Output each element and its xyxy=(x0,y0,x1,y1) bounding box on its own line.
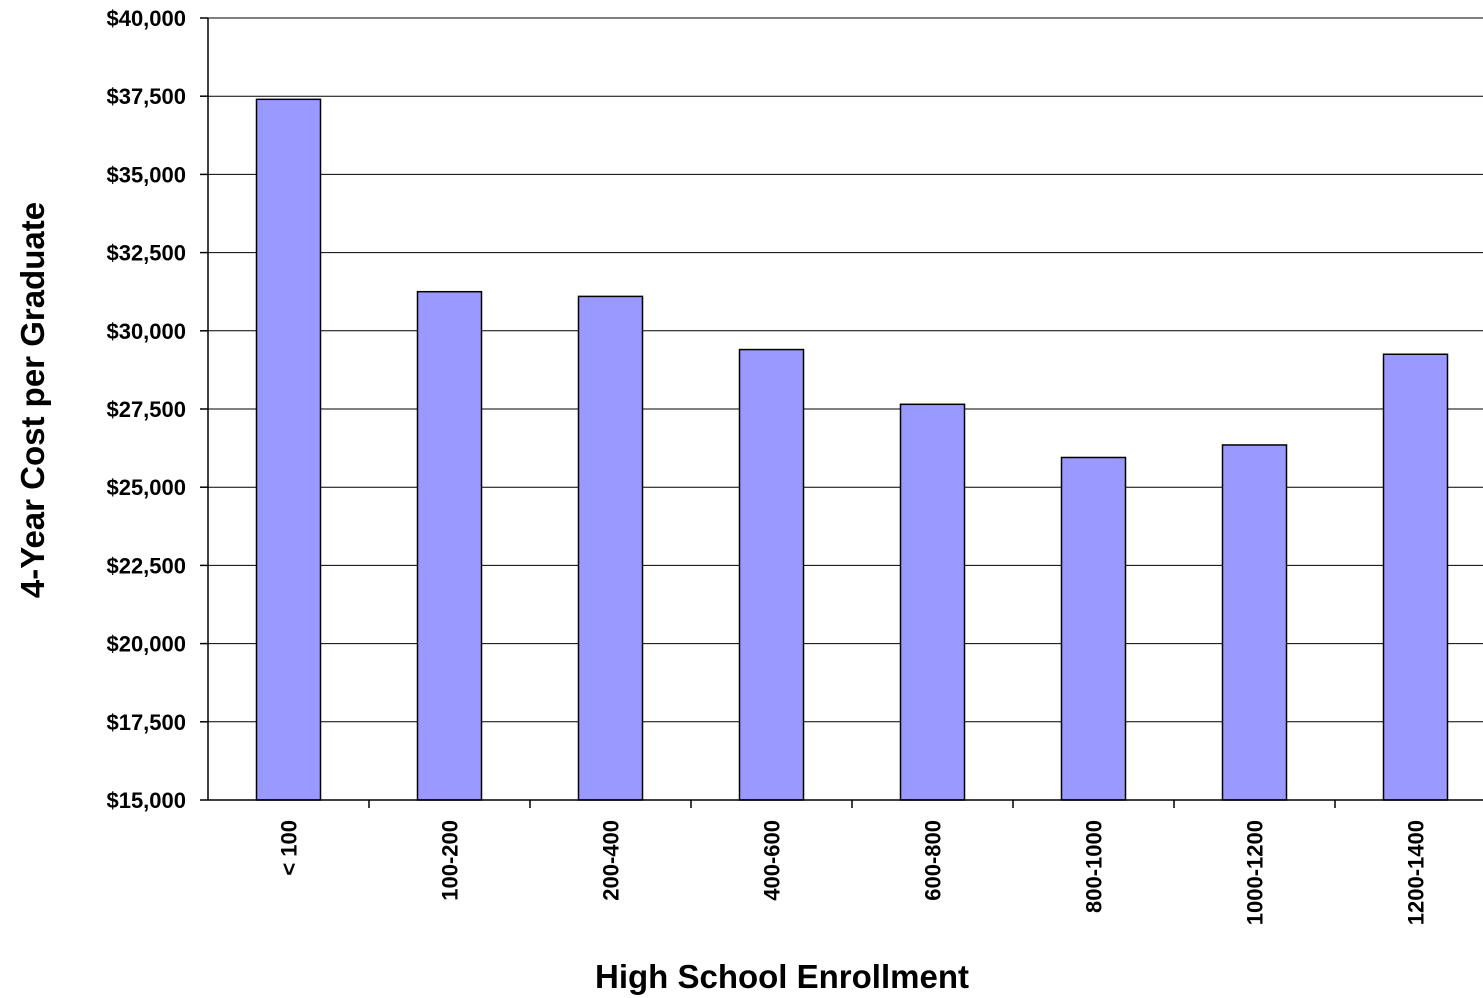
y-tick-label: $32,500 xyxy=(106,241,186,266)
x-tick-label: 200-400 xyxy=(599,820,624,901)
y-tick-labels: $15,000 $17,500 $20,000 $22,500 $25,000 $27,5… xyxy=(106,6,186,813)
bar xyxy=(577,295,644,801)
y-tick-label: $17,500 xyxy=(106,710,186,735)
x-tick-label: 400-600 xyxy=(760,820,785,901)
bar xyxy=(1060,456,1127,801)
gridlines xyxy=(208,17,1483,723)
x-tick-label: 600-800 xyxy=(921,820,946,901)
bar xyxy=(416,290,483,801)
y-tick-label: $30,000 xyxy=(106,319,186,344)
x-tick-label: 800-1000 xyxy=(1082,820,1107,913)
y-tick-label: $15,000 xyxy=(106,788,186,813)
y-tick-label: $20,000 xyxy=(106,632,186,657)
x-axis-title: High School Enrollment xyxy=(595,958,969,995)
x-tick-label: 1000-1200 xyxy=(1243,820,1268,925)
y-tick-label: $35,000 xyxy=(106,162,186,187)
x-tick-label: < 100 xyxy=(277,820,302,876)
bar xyxy=(899,403,966,801)
y-axis-title: 4-Year Cost per Graduate xyxy=(14,202,51,598)
bars xyxy=(255,98,1449,801)
x-tick-label: 1200-1400 xyxy=(1404,820,1429,925)
bar xyxy=(1382,353,1449,801)
x-tick-label: 100-200 xyxy=(438,820,463,901)
bar xyxy=(255,98,322,801)
x-tick-labels: < 100 100-200 200-400 400-600 600-800 800-100… xyxy=(277,820,1429,925)
y-tick-label: $22,500 xyxy=(106,553,186,578)
bar xyxy=(1221,444,1288,801)
y-tick-label: $25,000 xyxy=(106,475,186,500)
axes xyxy=(200,17,1483,808)
y-tick-label: $27,500 xyxy=(106,397,186,422)
y-tick-label: $40,000 xyxy=(106,6,186,31)
bar xyxy=(738,348,805,801)
y-tick-label: $37,500 xyxy=(106,84,186,109)
